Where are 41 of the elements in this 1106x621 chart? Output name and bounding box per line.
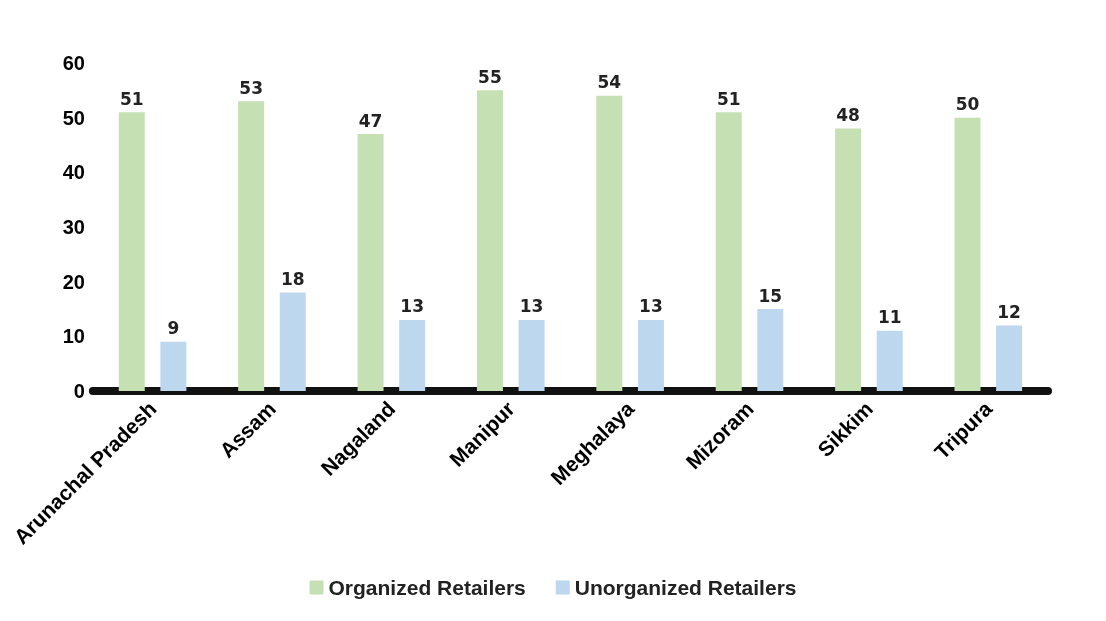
bar [399,319,426,391]
bar [596,95,623,391]
bar [118,112,145,391]
data-label: 51 [119,88,144,109]
legend-label: Organized Retailers [328,576,526,599]
y-tick-label: 10 [62,325,85,348]
data-label: 12 [997,301,1021,322]
bar [160,341,187,391]
y-tick-label: 30 [62,216,85,238]
data-label: 48 [836,105,860,126]
bar [238,101,265,391]
bar [835,128,862,391]
bar [757,309,784,391]
data-label: 47 [358,110,383,131]
y-tick-label: 20 [62,270,85,293]
y-tick-label: 60 [62,52,85,74]
y-tick-label: 50 [62,106,85,129]
data-label: 55 [478,66,502,87]
data-label: 13 [400,296,424,317]
data-label: 13 [519,296,544,317]
bar [637,319,664,391]
data-label: 13 [639,296,663,317]
bar [715,112,742,391]
data-label: 18 [280,269,305,290]
data-label: 53 [239,77,264,98]
y-tick-label: 0 [73,380,85,402]
data-label: 50 [955,94,980,115]
y-tick-label: 40 [62,161,85,184]
bar [996,325,1023,391]
bar [954,117,981,391]
data-label: 54 [597,72,622,93]
data-label: 9 [167,318,180,339]
bar [279,292,306,391]
bar [518,319,545,391]
legend-label: Unorganized Retailers [574,576,797,599]
data-label: 11 [877,307,902,328]
bar [876,330,903,391]
bar [357,134,384,391]
bar [476,90,503,391]
data-label: 15 [758,285,783,306]
data-label: 51 [716,88,741,109]
